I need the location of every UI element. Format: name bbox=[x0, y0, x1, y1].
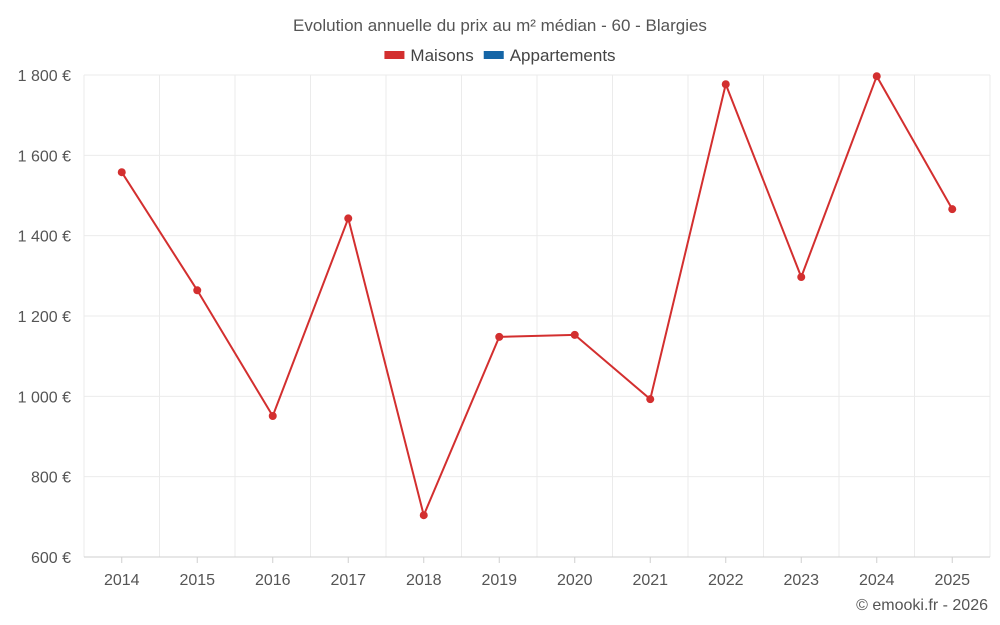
x-tick-label: 2021 bbox=[632, 572, 668, 589]
data-point[interactable] bbox=[495, 332, 504, 341]
data-point[interactable] bbox=[721, 80, 730, 89]
x-tick-label: 2015 bbox=[179, 572, 215, 589]
series bbox=[117, 72, 957, 520]
legend-swatch-maisons bbox=[384, 51, 405, 59]
x-tick-label: 2020 bbox=[557, 572, 593, 589]
x-axis: 2014 2015 2016 2017 2018 2019 2020 2021 2022 2023… bbox=[84, 556, 990, 589]
y-tick-label: 1 000 € bbox=[18, 389, 71, 406]
x-tick-label: 2017 bbox=[330, 572, 366, 589]
x-tick-label: 2014 bbox=[104, 572, 140, 589]
legend-label-appartements[interactable]: Appartements bbox=[510, 46, 616, 65]
y-axis: 600 € 800 € 1 000 € 1 200 € 1 400 € 1 600 € 1 … bbox=[18, 68, 71, 567]
data-point[interactable] bbox=[948, 205, 957, 214]
x-tick-label: 2019 bbox=[481, 572, 517, 589]
x-tick-label: 2023 bbox=[783, 572, 819, 589]
credit-text: © emooki.fr - 2026 bbox=[856, 597, 988, 614]
legend-label-maisons[interactable]: Maisons bbox=[410, 46, 473, 65]
grid bbox=[83, 74, 991, 558]
y-tick-label: 1 800 € bbox=[18, 68, 71, 85]
data-point[interactable] bbox=[797, 273, 806, 282]
data-point[interactable] bbox=[344, 214, 353, 223]
chart-title: Evolution annuelle du prix au m² médian … bbox=[293, 16, 707, 35]
y-tick-label: 1 400 € bbox=[18, 229, 71, 246]
y-tick-label: 1 600 € bbox=[18, 148, 71, 165]
legend: Maisons Appartements bbox=[384, 46, 616, 65]
data-point[interactable] bbox=[872, 72, 881, 81]
data-point[interactable] bbox=[268, 412, 277, 421]
data-point[interactable] bbox=[193, 286, 202, 295]
data-point[interactable] bbox=[646, 395, 655, 404]
x-tick-label: 2022 bbox=[708, 572, 744, 589]
x-tick-label: 2016 bbox=[255, 572, 291, 589]
series-line-maisons bbox=[120, 73, 954, 519]
data-point[interactable] bbox=[419, 511, 428, 520]
x-tick-label: 2018 bbox=[406, 572, 442, 589]
x-tick-label: 2025 bbox=[934, 572, 970, 589]
data-point[interactable] bbox=[117, 168, 126, 177]
y-tick-label: 800 € bbox=[31, 470, 71, 487]
y-tick-label: 1 200 € bbox=[18, 309, 71, 326]
x-tick-label: 2024 bbox=[859, 572, 895, 589]
data-point[interactable] bbox=[570, 330, 579, 339]
legend-swatch-appartements bbox=[483, 51, 504, 59]
y-tick-label: 600 € bbox=[31, 550, 71, 567]
